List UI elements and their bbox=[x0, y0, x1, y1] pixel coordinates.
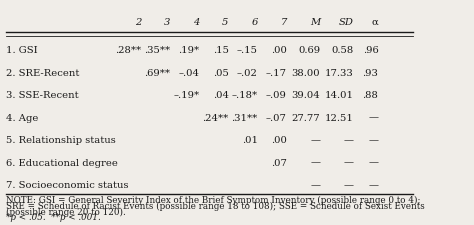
Text: .00: .00 bbox=[271, 136, 287, 145]
Text: .05: .05 bbox=[213, 69, 228, 78]
Text: 2: 2 bbox=[135, 18, 141, 27]
Text: –.02: –.02 bbox=[237, 69, 258, 78]
Text: SRE = Schedule of Racist Events (possible range 18 to 108); SSE = Schedule of Se: SRE = Schedule of Racist Events (possibl… bbox=[6, 202, 424, 211]
Text: .00: .00 bbox=[271, 46, 287, 55]
Text: 0.69: 0.69 bbox=[298, 46, 320, 55]
Text: .93: .93 bbox=[363, 69, 378, 78]
Text: 2. SRE-Recent: 2. SRE-Recent bbox=[6, 69, 79, 78]
Text: .69**: .69** bbox=[145, 69, 170, 78]
Text: –.07: –.07 bbox=[266, 114, 287, 123]
Text: .35**: .35** bbox=[144, 46, 170, 55]
Text: 5: 5 bbox=[222, 18, 228, 27]
Text: —: — bbox=[368, 159, 378, 168]
Text: 3: 3 bbox=[164, 18, 170, 27]
Text: 39.04: 39.04 bbox=[292, 91, 320, 100]
Text: –.18*: –.18* bbox=[232, 91, 258, 100]
Text: .07: .07 bbox=[271, 159, 287, 168]
Text: 17.33: 17.33 bbox=[325, 69, 354, 78]
Text: .15: .15 bbox=[213, 46, 228, 55]
Text: 7. Socioeconomic status: 7. Socioeconomic status bbox=[6, 181, 128, 190]
Text: .96: .96 bbox=[363, 46, 378, 55]
Text: .01: .01 bbox=[242, 136, 258, 145]
Text: —: — bbox=[310, 136, 320, 145]
Text: —: — bbox=[368, 136, 378, 145]
Text: .04: .04 bbox=[213, 91, 228, 100]
Text: .88: .88 bbox=[363, 91, 378, 100]
Text: –.19*: –.19* bbox=[173, 91, 200, 100]
Text: .19*: .19* bbox=[178, 46, 200, 55]
Text: —: — bbox=[344, 159, 354, 168]
Text: –.09: –.09 bbox=[266, 91, 287, 100]
Text: α: α bbox=[372, 18, 378, 27]
Text: —: — bbox=[344, 181, 354, 190]
Text: –.15: –.15 bbox=[237, 46, 258, 55]
Text: .28**: .28** bbox=[115, 46, 141, 55]
Text: 6. Educational degree: 6. Educational degree bbox=[6, 159, 118, 168]
Text: —: — bbox=[344, 136, 354, 145]
Text: 14.01: 14.01 bbox=[324, 91, 354, 100]
Text: –.17: –.17 bbox=[266, 69, 287, 78]
Text: NOTE: GSI = General Severity Index of the Brief Symptom Inventory (possible rang: NOTE: GSI = General Severity Index of th… bbox=[6, 196, 420, 205]
Text: 3. SSE-Recent: 3. SSE-Recent bbox=[6, 91, 78, 100]
Text: SD: SD bbox=[338, 18, 354, 27]
Text: 5. Relationship status: 5. Relationship status bbox=[6, 136, 115, 145]
Text: 27.77: 27.77 bbox=[292, 114, 320, 123]
Text: (possible range 20 to 120).: (possible range 20 to 120). bbox=[6, 208, 125, 217]
Text: .31**: .31** bbox=[231, 114, 258, 123]
Text: 12.51: 12.51 bbox=[325, 114, 354, 123]
Text: M: M bbox=[310, 18, 320, 27]
Text: 4. Age: 4. Age bbox=[6, 114, 38, 123]
Text: 1. GSI: 1. GSI bbox=[6, 46, 37, 55]
Text: —: — bbox=[368, 181, 378, 190]
Text: —: — bbox=[310, 159, 320, 168]
Text: 4: 4 bbox=[193, 18, 200, 27]
Text: 6: 6 bbox=[251, 18, 258, 27]
Text: 38.00: 38.00 bbox=[292, 69, 320, 78]
Text: —: — bbox=[368, 114, 378, 123]
Text: 0.58: 0.58 bbox=[331, 46, 354, 55]
Text: *p < .05.  **p < .001.: *p < .05. **p < .001. bbox=[6, 213, 100, 222]
Text: .24**: .24** bbox=[202, 114, 228, 123]
Text: 7: 7 bbox=[281, 18, 287, 27]
Text: —: — bbox=[310, 181, 320, 190]
Text: –.04: –.04 bbox=[179, 69, 200, 78]
